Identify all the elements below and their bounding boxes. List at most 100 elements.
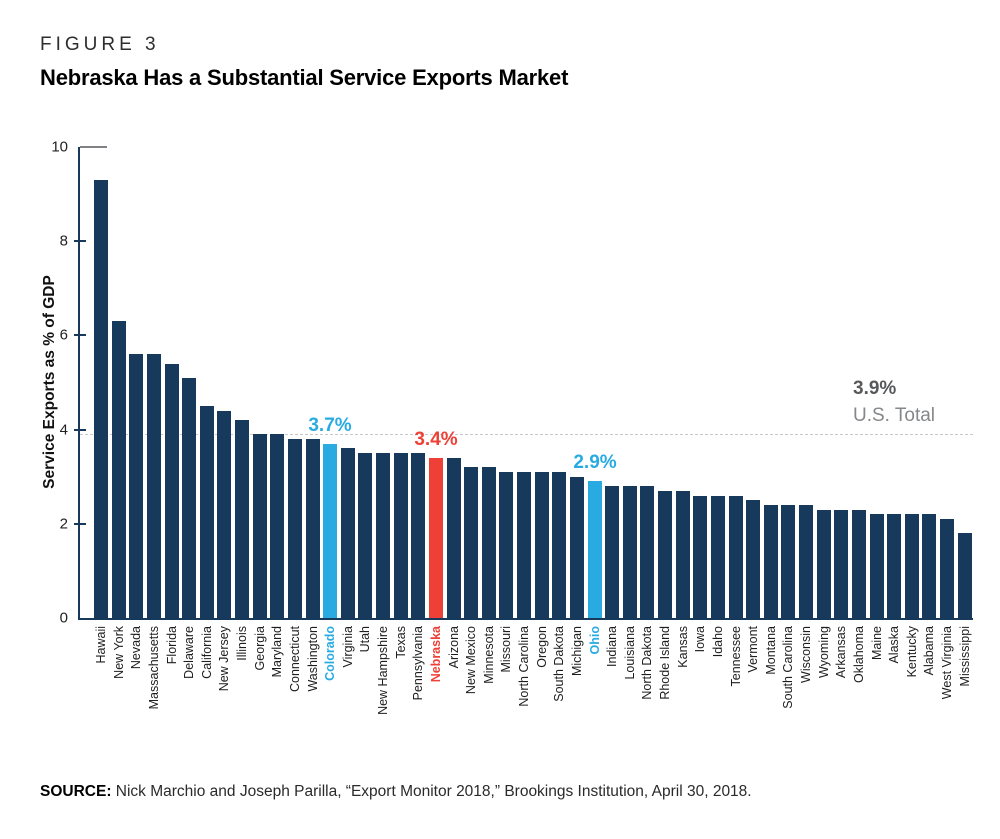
bar-massachusetts bbox=[146, 354, 161, 618]
bar-florida bbox=[164, 363, 179, 618]
x-label-maryland: Maryland bbox=[270, 626, 284, 678]
x-label-mississippi: Mississippi bbox=[958, 626, 972, 687]
x-label-south-dakota: South Dakota bbox=[552, 626, 566, 702]
y-axis-line bbox=[78, 147, 80, 620]
bar-kansas bbox=[675, 490, 690, 618]
x-label-vermont: Vermont bbox=[746, 626, 760, 673]
x-label-arizona: Arizona bbox=[447, 626, 461, 669]
y-tick-label-2: 2 bbox=[59, 515, 68, 533]
x-label-alaska: Alaska bbox=[887, 626, 901, 664]
x-label-delaware: Delaware bbox=[182, 626, 196, 679]
bar-missouri bbox=[499, 472, 514, 618]
y-tick-label-8: 8 bbox=[59, 232, 68, 250]
x-label-kentucky: Kentucky bbox=[905, 626, 919, 678]
bar-illinois bbox=[235, 420, 249, 618]
bar-connecticut bbox=[287, 439, 302, 618]
x-label-utah: Utah bbox=[358, 626, 372, 653]
x-label-idaho: Idaho bbox=[711, 626, 725, 658]
bar-nevada bbox=[129, 354, 144, 618]
bar-texas bbox=[393, 453, 408, 618]
bar-west-virginia bbox=[940, 519, 954, 618]
bar-arkansas bbox=[834, 509, 849, 618]
bar-nebraska bbox=[428, 457, 443, 618]
bar-new-mexico bbox=[464, 467, 479, 618]
source-text: Nick Marchio and Joseph Parilla, “Export… bbox=[111, 783, 752, 800]
x-label-louisiana: Louisiana bbox=[623, 626, 637, 680]
x-label-new-york: New York bbox=[112, 626, 126, 679]
annotation-colorado: 3.7% bbox=[308, 414, 352, 436]
x-label-colorado: Colorado bbox=[323, 626, 337, 681]
x-label-massachusetts: Massachusetts bbox=[147, 626, 161, 710]
figure-label: FIGURE 3 bbox=[40, 34, 160, 55]
bar-minnesota bbox=[481, 467, 496, 618]
bar-new-jersey bbox=[217, 410, 232, 618]
x-label-ohio: Ohio bbox=[588, 626, 602, 655]
y-tick-label-10: 10 bbox=[51, 138, 68, 156]
x-label-iowa: Iowa bbox=[693, 626, 707, 653]
x-label-nebraska: Nebraska bbox=[429, 626, 443, 683]
bar-maine bbox=[869, 514, 884, 618]
x-label-maine: Maine bbox=[870, 626, 884, 661]
bar-georgia bbox=[252, 434, 267, 618]
figure-header: FIGURE 3 Nebraska Has a Substantial Serv… bbox=[40, 34, 568, 91]
x-label-kansas: Kansas bbox=[676, 626, 690, 668]
y-tick-mark-6 bbox=[74, 334, 86, 337]
bar-rhode-island bbox=[658, 490, 672, 618]
bar-mississippi bbox=[957, 533, 972, 618]
bar-alabama bbox=[922, 514, 937, 618]
y-tick-label-4: 4 bbox=[59, 421, 68, 439]
bar-north-carolina bbox=[517, 472, 531, 618]
x-label-new-mexico: New Mexico bbox=[464, 626, 478, 695]
x-label-virginia: Virginia bbox=[341, 626, 355, 668]
bar-indiana bbox=[605, 486, 620, 618]
bar-tennessee bbox=[728, 495, 743, 618]
x-label-florida: Florida bbox=[165, 626, 179, 665]
y-tick-label-6: 6 bbox=[59, 326, 68, 344]
bar-colorado bbox=[323, 443, 338, 618]
x-label-texas: Texas bbox=[394, 626, 408, 659]
x-label-nevada: Nevada bbox=[129, 626, 143, 670]
x-label-wyoming: Wyoming bbox=[817, 626, 831, 678]
us-total-annotation: 3.9% U.S. Total bbox=[853, 375, 935, 429]
source-note: SOURCE: Nick Marchio and Joseph Parilla,… bbox=[40, 783, 752, 801]
figure-title: Nebraska Has a Substantial Service Expor… bbox=[40, 65, 569, 90]
bar-hawaii bbox=[94, 180, 108, 618]
x-label-arkansas: Arkansas bbox=[834, 626, 848, 679]
y-tick-mark-2 bbox=[74, 522, 86, 525]
x-label-new-hampshire: New Hampshire bbox=[376, 626, 390, 715]
bar-south-carolina bbox=[781, 505, 796, 618]
us-total-reference-line bbox=[80, 434, 973, 436]
x-label-indiana: Indiana bbox=[605, 626, 619, 668]
bar-michigan bbox=[569, 476, 584, 618]
bar-north-dakota bbox=[640, 486, 655, 618]
x-label-minnesota: Minnesota bbox=[482, 626, 496, 684]
bar-louisiana bbox=[622, 486, 637, 618]
x-label-california: California bbox=[200, 626, 214, 679]
annotation-nebraska: 3.4% bbox=[414, 428, 458, 450]
y-tick-mark-4 bbox=[74, 428, 86, 431]
bar-wyoming bbox=[816, 509, 831, 618]
x-label-montana: Montana bbox=[764, 626, 778, 675]
bar-maryland bbox=[270, 434, 285, 618]
bar-virginia bbox=[340, 448, 355, 618]
bar-iowa bbox=[693, 495, 708, 618]
bar-south-dakota bbox=[552, 472, 567, 618]
x-label-oregon: Oregon bbox=[535, 626, 549, 668]
y-tick-mark-10 bbox=[80, 146, 107, 148]
bar-wisconsin bbox=[799, 505, 813, 618]
us-total-label: U.S. Total bbox=[853, 405, 936, 426]
bar-pennsylvania bbox=[411, 453, 426, 618]
us-total-value: 3.9% bbox=[853, 378, 897, 399]
x-label-alabama: Alabama bbox=[922, 626, 936, 676]
bar-idaho bbox=[710, 495, 725, 618]
bar-washington bbox=[305, 439, 320, 618]
x-label-wisconsin: Wisconsin bbox=[799, 626, 813, 683]
bar-vermont bbox=[746, 500, 761, 618]
x-label-connecticut: Connecticut bbox=[288, 626, 302, 693]
x-label-michigan: Michigan bbox=[570, 626, 584, 677]
bar-kentucky bbox=[904, 514, 919, 618]
source-label: SOURCE: bbox=[40, 783, 112, 800]
bar-new-hampshire bbox=[376, 453, 390, 618]
x-label-tennessee: Tennessee bbox=[729, 626, 743, 687]
